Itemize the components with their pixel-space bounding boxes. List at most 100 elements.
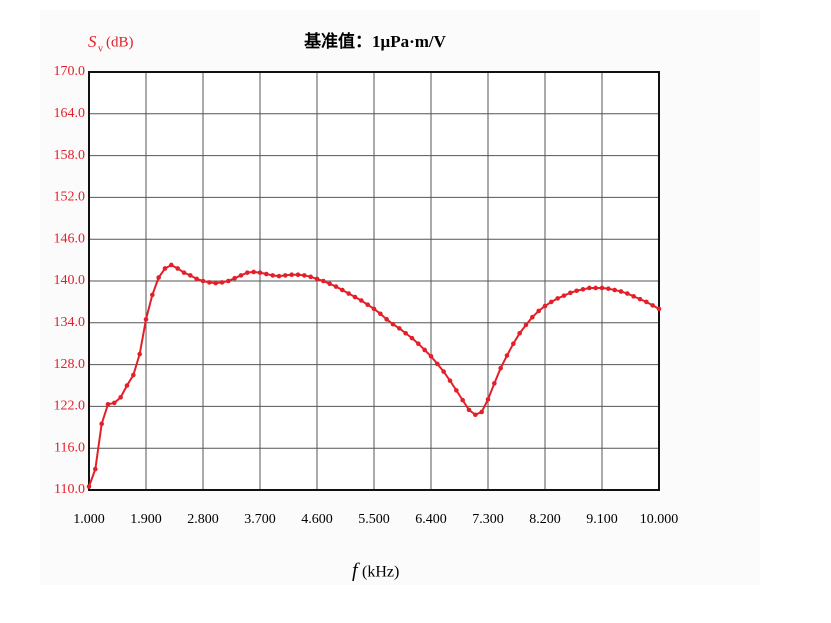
x-tick-label: 9.100 xyxy=(586,512,618,527)
y-label-symbol: S xyxy=(88,32,97,51)
data-point xyxy=(517,330,522,336)
data-point xyxy=(295,272,301,278)
data-point xyxy=(441,369,446,374)
data-point xyxy=(403,330,408,336)
data-point xyxy=(131,372,136,378)
plot-border xyxy=(88,71,660,491)
data-point xyxy=(219,280,225,285)
x-tick-label: 1.000 xyxy=(73,512,105,527)
data-point xyxy=(473,412,478,418)
data-point xyxy=(390,321,396,327)
data-point xyxy=(599,285,605,291)
x-tick-label: 8.200 xyxy=(529,512,561,527)
data-point xyxy=(289,272,294,278)
data-point xyxy=(568,290,573,296)
data-point xyxy=(181,270,187,275)
x-label-symbol: f xyxy=(352,560,360,582)
data-point xyxy=(612,287,617,293)
x-tick-label: 2.800 xyxy=(187,512,219,527)
data-point xyxy=(346,291,351,296)
y-tick-label: 116.0 xyxy=(54,440,85,455)
data-point xyxy=(105,402,111,407)
data-point xyxy=(378,311,383,317)
data-point xyxy=(245,270,250,275)
data-point xyxy=(276,273,282,279)
x-tick-label: 4.600 xyxy=(301,512,333,527)
data-point xyxy=(580,287,586,292)
y-tick-label: 164.0 xyxy=(54,106,86,121)
data-point xyxy=(618,289,624,294)
data-point xyxy=(397,326,402,331)
data-point xyxy=(637,296,643,302)
data-point xyxy=(492,381,497,386)
data-point xyxy=(447,378,453,383)
data-point xyxy=(371,306,377,312)
x-label-unit: (kHz) xyxy=(362,564,399,581)
data-point xyxy=(561,293,567,298)
y-tick-label: 128.0 xyxy=(54,357,86,372)
y-tick-label: 140.0 xyxy=(54,273,86,288)
data-point xyxy=(460,397,465,403)
data-point xyxy=(175,266,180,271)
data-point xyxy=(644,299,649,305)
data-point xyxy=(530,314,535,320)
data-point xyxy=(498,365,503,371)
data-point xyxy=(574,288,579,294)
data-point xyxy=(93,466,98,472)
data-point xyxy=(466,407,472,413)
data-point xyxy=(156,275,161,280)
data-point xyxy=(650,303,655,308)
data-point xyxy=(314,276,320,282)
data-point xyxy=(238,273,244,278)
y-label-unit: (dB) xyxy=(106,34,134,50)
x-tick-label: 5.500 xyxy=(358,512,390,527)
data-point xyxy=(593,285,598,291)
data-point xyxy=(264,271,269,277)
data-point xyxy=(232,275,237,281)
data-point xyxy=(606,286,611,291)
chart-title: 基准值：1μPa·m/V xyxy=(303,31,447,51)
data-point xyxy=(625,291,630,296)
data-point xyxy=(656,306,662,312)
data-point xyxy=(555,296,560,301)
data-point xyxy=(359,298,364,303)
y-label-subscript: v xyxy=(98,43,103,54)
data-point xyxy=(542,303,548,309)
data-point xyxy=(549,299,554,305)
data-point xyxy=(257,270,263,275)
data-point xyxy=(479,409,484,415)
x-tick-label: 1.900 xyxy=(130,512,162,527)
data-point xyxy=(283,273,288,278)
data-point xyxy=(143,317,149,322)
data-point xyxy=(504,353,510,358)
data-point xyxy=(251,269,256,275)
data-point xyxy=(99,421,104,427)
x-tick-label: 6.400 xyxy=(415,512,447,527)
data-point xyxy=(511,341,516,347)
data-point xyxy=(333,284,339,289)
data-point xyxy=(321,278,326,284)
data-point xyxy=(327,281,332,287)
x-tick-label: 10.000 xyxy=(640,512,679,527)
data-point xyxy=(200,278,206,284)
data-point xyxy=(409,335,415,341)
data-point xyxy=(454,388,459,393)
data-point xyxy=(308,274,313,280)
data-point xyxy=(352,294,358,300)
data-point xyxy=(213,280,218,286)
y-tick-label: 110.0 xyxy=(54,482,85,497)
data-point xyxy=(384,317,389,322)
data-point xyxy=(169,262,174,268)
data-point xyxy=(340,287,345,293)
data-point xyxy=(435,361,440,367)
x-tick-label: 3.700 xyxy=(244,512,276,527)
data-point xyxy=(428,353,434,359)
data-point xyxy=(86,484,92,489)
y-tick-label: 146.0 xyxy=(54,231,86,246)
data-point xyxy=(112,400,117,406)
data-point xyxy=(118,395,123,400)
x-tick-label: 7.300 xyxy=(472,512,504,527)
data-point xyxy=(137,351,142,357)
y-tick-label: 122.0 xyxy=(54,399,86,414)
